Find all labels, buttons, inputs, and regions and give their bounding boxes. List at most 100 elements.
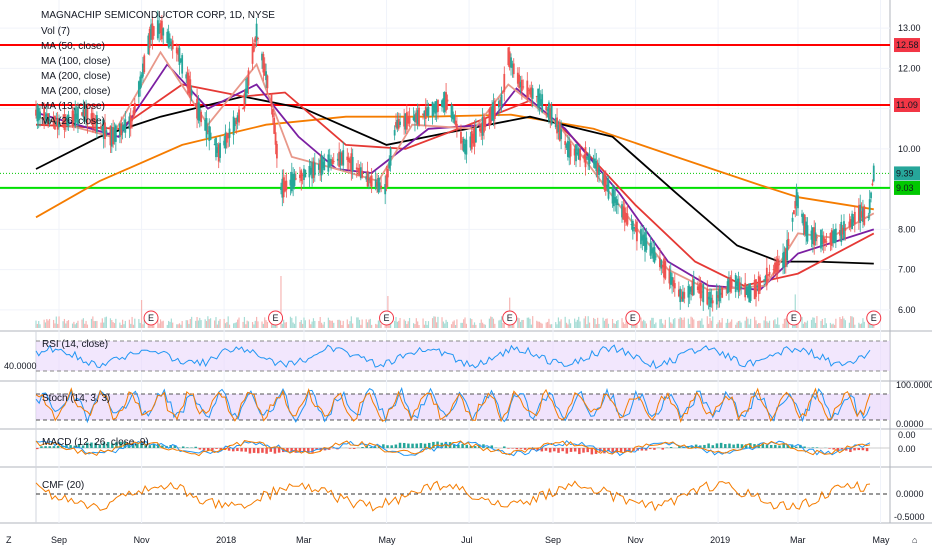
volume-bar (671, 323, 673, 328)
volume-bar (261, 321, 263, 328)
macd-hist-bar (503, 446, 506, 448)
volume-bar (357, 317, 359, 328)
stoch-axis-bottom: 0.0000 (896, 419, 924, 429)
candle-body (696, 286, 699, 290)
macd-hist-bar (152, 443, 156, 448)
earnings-marker[interactable]: E (379, 310, 395, 326)
candle-body (339, 152, 342, 166)
candle-body (813, 227, 816, 246)
macd-hist-bar (515, 448, 519, 450)
volume-bar (352, 323, 354, 328)
candle-body (569, 143, 572, 157)
legend[interactable]: MAGNACHIP SEMICONDUCTOR CORP, 1D, NYSE V… (41, 10, 275, 127)
candle-body (663, 258, 665, 278)
candle-body (388, 161, 391, 169)
volume-bar (283, 319, 285, 328)
candle-body (863, 206, 866, 225)
macd-hist-bar (327, 448, 331, 450)
price-marker-box (894, 180, 920, 195)
candle-body (772, 269, 775, 271)
macd-hist-bar (173, 445, 177, 448)
volume-bar (445, 319, 447, 328)
volume-bar (178, 323, 181, 328)
earnings-marker[interactable]: E (143, 310, 159, 326)
macd-hist-bar (840, 448, 844, 450)
candle-body (454, 120, 457, 126)
macd-hist-bar (832, 448, 835, 450)
candle-body (355, 167, 358, 170)
candle-body (588, 154, 591, 164)
candle-body (683, 292, 686, 299)
macd-hist-bar (724, 444, 727, 448)
axes: 13.0012.0011.0010.009.008.007.006.00SepN… (51, 23, 921, 545)
volume-bar (208, 319, 210, 328)
earnings-marker[interactable]: E (866, 310, 882, 326)
candle-body (649, 242, 652, 256)
price-marker-box (894, 98, 920, 113)
candle-body (652, 247, 655, 259)
volume-bar (389, 322, 392, 328)
volume-bar (341, 324, 343, 328)
volume-bar (195, 320, 197, 328)
candle-body (312, 161, 315, 178)
price-tick-label: 8.00 (898, 224, 916, 234)
volume-bar (161, 321, 163, 328)
volume-bar (191, 316, 193, 328)
volume-bar (348, 324, 350, 328)
candle-body (397, 118, 400, 129)
macd-hist-bar (440, 442, 443, 448)
macd-hist-bar (582, 448, 585, 453)
volume-bar (360, 324, 362, 328)
earnings-marker[interactable]: E (786, 310, 802, 326)
candle-body (598, 167, 600, 176)
candle-body (217, 144, 220, 162)
candle-body (44, 116, 47, 119)
candle-body (698, 285, 701, 294)
candle-body (566, 140, 569, 157)
candle-body (301, 174, 304, 176)
macd-hist-bar (728, 443, 731, 448)
candles (35, 10, 875, 317)
volume-bar (314, 320, 316, 328)
macd-hist-bar (640, 448, 644, 451)
settings-icon[interactable]: ⌂ (912, 535, 917, 545)
earnings-marker[interactable]: E (625, 310, 641, 326)
macd-hist-bar (569, 448, 573, 452)
volume-bar (498, 320, 500, 328)
volume-bar (256, 316, 258, 328)
candle-body (787, 238, 790, 246)
candle-body (810, 230, 813, 240)
volume-bar (602, 317, 604, 328)
volume-bar (835, 318, 837, 328)
volume-bar (196, 317, 198, 328)
volume-bar (802, 323, 804, 328)
volume-bar (848, 322, 850, 328)
candle-body (872, 165, 875, 182)
candle-body (541, 94, 544, 113)
macd-hist-bar (119, 441, 122, 448)
volume-bar (197, 320, 200, 328)
volume-bar (860, 323, 863, 328)
timezone-label[interactable]: Z (6, 535, 12, 545)
candle-body (526, 80, 529, 99)
earnings-marker[interactable]: E (268, 310, 284, 326)
volume-bar (166, 324, 168, 328)
candle-body (281, 178, 284, 198)
earnings-marker[interactable]: E (502, 310, 518, 326)
volume-bar (238, 317, 240, 328)
candle-body (273, 117, 276, 134)
macd-axis-top: 0.00 (898, 430, 916, 440)
candle-body (405, 112, 408, 130)
volume-bar (452, 321, 454, 328)
candle-body (404, 113, 407, 130)
candle-body (366, 170, 369, 187)
volume-bar (415, 318, 417, 328)
candle-body (132, 110, 135, 119)
volume-bar (565, 322, 568, 328)
candle-body (162, 28, 165, 36)
macd-hist-bar (81, 445, 85, 448)
macd-hist-bar (707, 443, 710, 448)
earnings-circle (786, 310, 802, 326)
